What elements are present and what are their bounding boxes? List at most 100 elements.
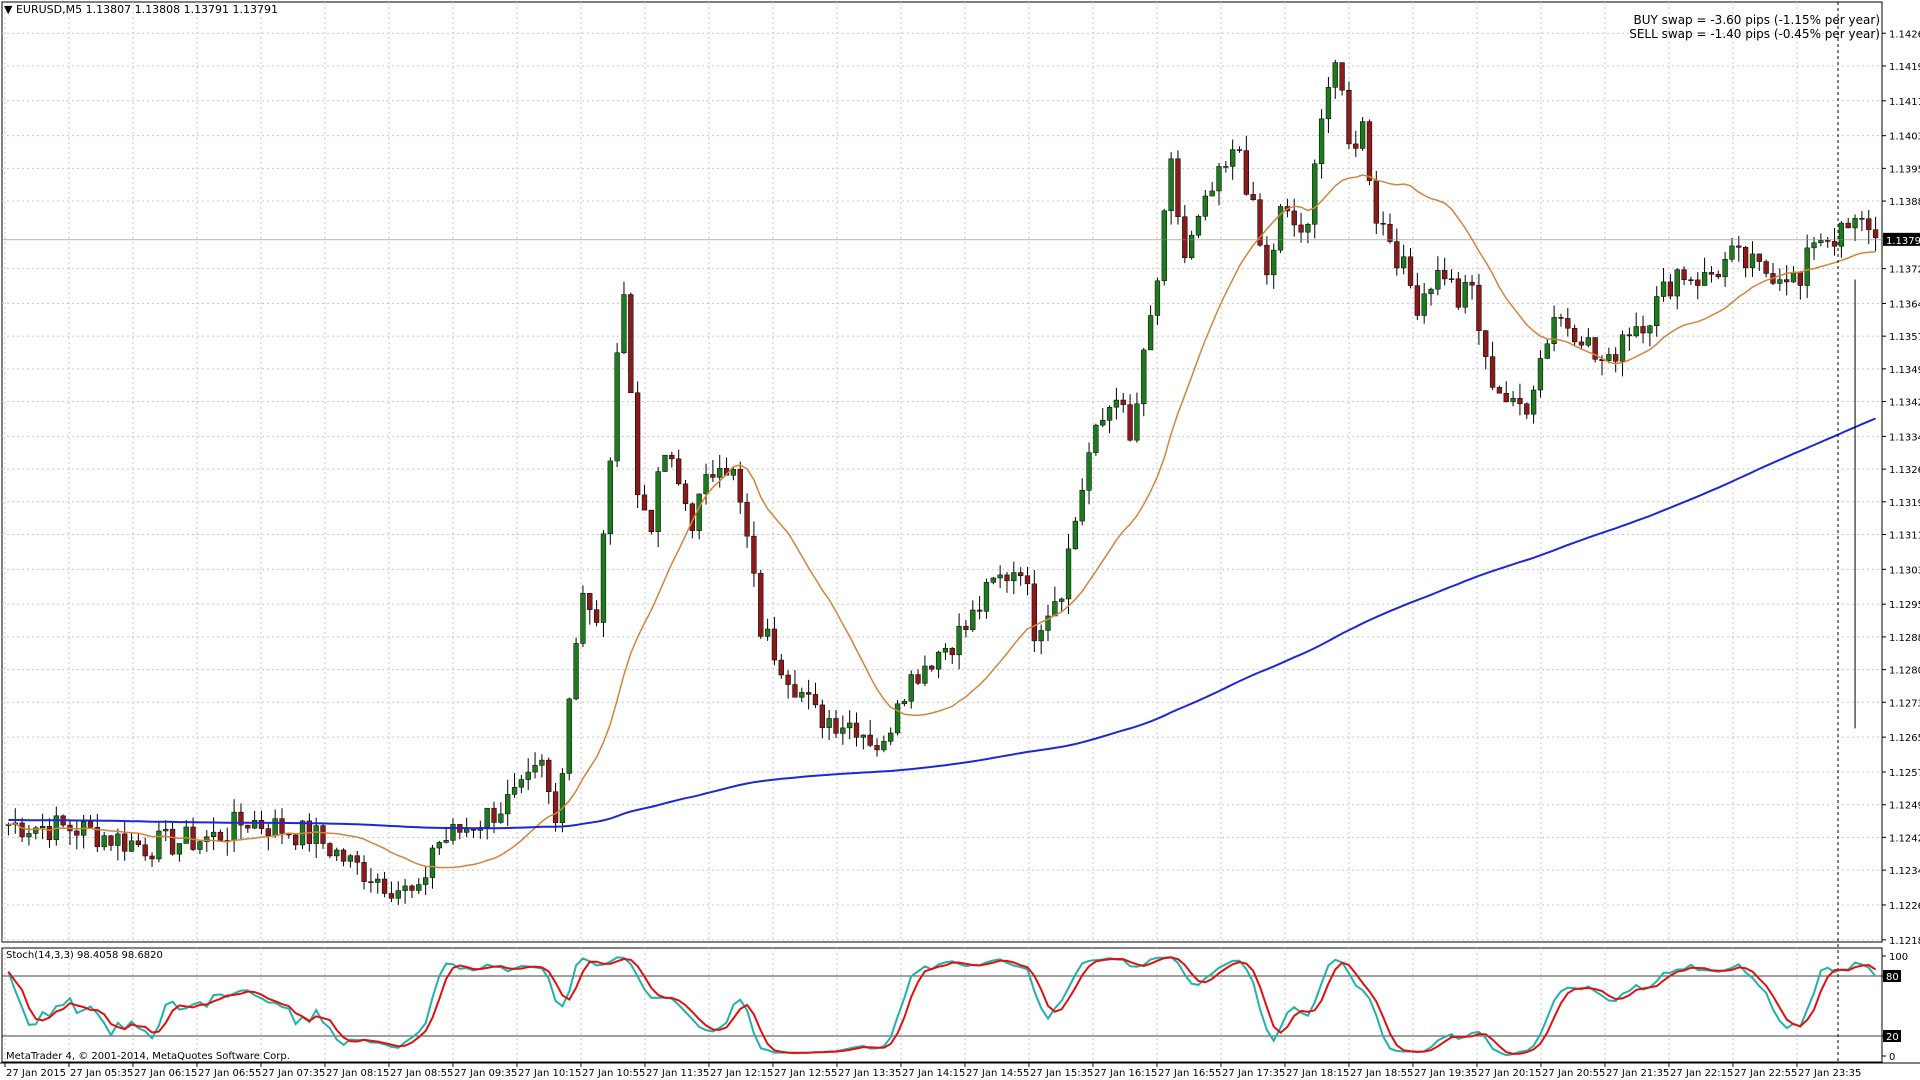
candle-bear xyxy=(1455,278,1462,308)
candle-bear xyxy=(368,881,374,883)
candle-bear xyxy=(1024,575,1031,585)
price-axis-label: 1.13725 xyxy=(1889,265,1920,276)
time-axis-label: 27 Jan 21:35 xyxy=(1606,1068,1669,1079)
candle-bull xyxy=(1510,397,1516,403)
candle-bull xyxy=(1585,337,1591,346)
candle-bull xyxy=(163,828,169,832)
candle-bear xyxy=(388,893,395,899)
time-axis-label: 27 Jan 13:35 xyxy=(838,1068,901,1079)
time-axis-label: 27 Jan 10:55 xyxy=(582,1068,645,1079)
candle-bear xyxy=(819,704,825,728)
candle-bear xyxy=(354,855,360,863)
candle-bear xyxy=(1756,253,1762,262)
candle-bull xyxy=(231,811,237,841)
candle-bear xyxy=(546,759,552,792)
candle-bear xyxy=(1578,341,1585,346)
candle-bull xyxy=(518,779,525,788)
candle-bear xyxy=(149,855,155,860)
candle-bear xyxy=(552,791,559,823)
candle-bull xyxy=(894,703,901,734)
candle-bull xyxy=(347,855,354,862)
candle-bull xyxy=(703,474,709,495)
time-axis-label: 27 Jan 19:35 xyxy=(1414,1068,1477,1079)
candle-bull xyxy=(717,468,723,478)
candle-bull xyxy=(429,847,436,878)
candle-bull xyxy=(1045,615,1051,631)
candle-bull xyxy=(614,352,620,462)
candle-bull xyxy=(600,533,607,623)
candle-bull xyxy=(156,830,162,860)
candle-bear xyxy=(805,692,812,695)
candle-bear xyxy=(135,840,142,846)
candle-bull xyxy=(484,807,490,828)
candle-bull xyxy=(197,841,203,850)
candle-bear xyxy=(867,734,873,746)
candle-bear xyxy=(1120,399,1126,405)
candle-bear xyxy=(1346,89,1352,145)
candle-bear xyxy=(744,502,750,537)
candle-bull xyxy=(1195,216,1202,236)
candle-bull xyxy=(860,734,866,738)
candle-bull xyxy=(1161,210,1167,282)
candle-bear xyxy=(1708,272,1715,275)
candle-bull xyxy=(1749,253,1756,269)
candle-bull xyxy=(1448,278,1455,280)
candle-bull xyxy=(1230,149,1236,167)
dropdown-triangle-icon[interactable]: ▼ xyxy=(4,3,13,16)
swap-sell: SELL swap = -1.40 pips (-0.45% per year) xyxy=(1629,27,1880,41)
candle-bear xyxy=(1387,223,1393,242)
candle-bull xyxy=(1722,259,1728,278)
candle-bear xyxy=(710,474,716,478)
candle-bear xyxy=(87,821,94,828)
candle-bull xyxy=(1811,242,1817,249)
candle-bull xyxy=(1462,282,1468,308)
candle-bull xyxy=(799,692,805,698)
price-axis-label: 1.14030 xyxy=(1889,132,1920,143)
price-axis-label: 1.14190 xyxy=(1889,62,1920,73)
candle-bull xyxy=(395,890,401,899)
candle-bull xyxy=(525,771,531,780)
candle-bear xyxy=(648,509,654,533)
time-axis-label: 27 Jan 10:15 xyxy=(518,1068,581,1079)
candle-bear xyxy=(1291,210,1297,226)
candle-bear xyxy=(1004,574,1010,582)
symbol-header: ▼ EURUSD,M5 1.13807 1.13808 1.13791 1.13… xyxy=(4,3,278,16)
candle-bear xyxy=(1031,583,1037,642)
candle-bear xyxy=(669,454,675,460)
candle-bull xyxy=(176,843,183,855)
candle-bear xyxy=(327,843,333,857)
price-axis-label: 1.12570 xyxy=(1889,768,1920,779)
candle-bear xyxy=(1667,281,1674,297)
time-axis-label: 27 Jan 08:55 xyxy=(390,1068,453,1079)
candle-bull xyxy=(33,827,39,834)
candle-bear xyxy=(1640,326,1646,334)
time-axis-label: 27 Jan 16:55 xyxy=(1158,1068,1221,1079)
candle-bull xyxy=(511,786,518,795)
candle-bear xyxy=(1592,337,1598,360)
price-axis-label: 1.14110 xyxy=(1889,97,1920,108)
candle-bull xyxy=(204,836,210,842)
candle-bull xyxy=(573,643,579,700)
candle-bull xyxy=(1804,247,1810,286)
time-axis-label: 27 Jan 22:55 xyxy=(1734,1068,1797,1079)
time-axis-label: 27 Jan 15:35 xyxy=(1030,1068,1093,1079)
candle-bull xyxy=(1325,87,1332,120)
candle-bear xyxy=(785,674,791,685)
candle-bull xyxy=(422,877,429,885)
candle-bull xyxy=(847,722,853,729)
candle-bear xyxy=(1483,330,1489,357)
candle-bull xyxy=(997,574,1003,579)
time-axis-label: 27 Jan 12:15 xyxy=(710,1068,773,1079)
candle-bull xyxy=(334,849,340,857)
time-axis-label: 27 Jan 14:15 xyxy=(902,1068,965,1079)
candle-bear xyxy=(1298,224,1304,233)
candle-bull xyxy=(498,813,504,823)
candle-bear xyxy=(1859,218,1865,220)
candle-bull xyxy=(1154,280,1161,316)
candle-bear xyxy=(1558,317,1564,319)
candle-bull xyxy=(539,759,545,766)
candle-bull xyxy=(128,840,135,852)
candle-bull xyxy=(607,460,613,535)
